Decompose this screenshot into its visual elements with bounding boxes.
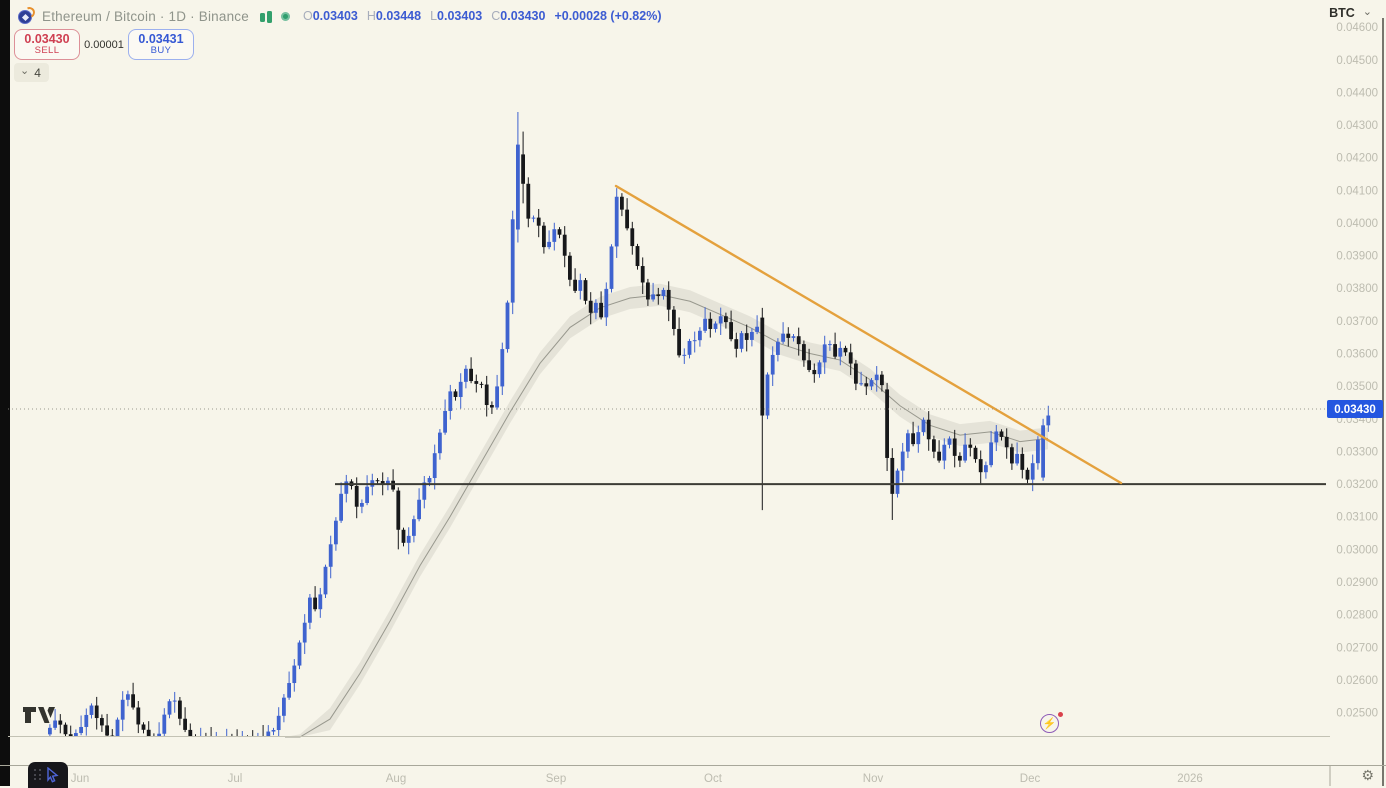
high-label: H [367,9,376,23]
notification-dot-icon [1058,712,1063,717]
price-axis-label: 0.03600 [1336,349,1378,361]
current-price-tag: 0.03430 [1327,400,1383,418]
market-status-dot-icon [281,12,290,21]
price-axis-label: 0.03500 [1336,381,1378,393]
price-axis-label: 0.02900 [1336,577,1378,589]
price-axis-label: 0.03700 [1336,316,1378,328]
chart-legend: Ethereum / Bitcoin · 1D · Binance O0.034… [18,6,661,26]
price-axis-label: 0.02800 [1336,610,1378,622]
chevron-down-icon: ⌄ [1363,5,1372,18]
symbol-title[interactable]: Ethereum / Bitcoin · 1D · Binance [42,9,249,24]
symbol-logo-icon [18,8,35,25]
candlestick-chart[interactable]: 0.04600 0.04500 0.04400 0.04300 0.04200 0.041… [0,0,1386,786]
time-axis-label: Oct [704,773,723,785]
price-axis-label: 0.02700 [1336,642,1378,654]
candlestick-series [48,112,1050,737]
current-price-tag-text: 0.03430 [1334,404,1376,416]
price-axis-label: 0.03200 [1336,479,1378,491]
currency-label: BTC [1329,6,1355,20]
ohlc-values: O0.03403 H0.03448 L0.03403 C0.03430 +0.0… [303,9,662,23]
change-value: +0.00028 (+0.82%) [554,9,661,23]
axis-currency-selector[interactable]: BTC ⌄ [1329,6,1372,20]
price-axis-label: 0.04300 [1336,120,1378,132]
price-axis-label: 0.03800 [1336,283,1378,295]
price-axis-label: 0.04500 [1336,55,1378,67]
high-value: 0.03448 [376,9,421,23]
open-label: O [303,9,313,23]
time-axis-label: 2026 [1177,773,1203,785]
cursor-tool-icon[interactable] [45,767,61,783]
price-axis-label: 0.03100 [1336,512,1378,524]
descending-trendline[interactable] [616,186,1121,483]
settings-gear-icon[interactable]: ⚙ [1361,767,1374,784]
low-label: L [430,9,437,23]
candles-style-icon[interactable] [260,10,272,23]
sell-label: SELL [35,46,60,56]
close-label: C [491,9,500,23]
time-axis-label: Sep [546,773,566,785]
open-value: 0.03403 [313,9,358,23]
price-axis[interactable]: 0.04600 0.04500 0.04400 0.04300 0.04200 0.041… [1336,22,1378,719]
trade-panel: 0.03430 SELL 0.00001 0.03431 BUY [14,29,194,60]
price-axis-label: 0.04100 [1336,185,1378,197]
chevron-down-icon: ⌄ [20,66,29,76]
price-axis-label: 0.02600 [1336,675,1378,687]
boost-flash-icon[interactable]: ⚡ [1038,712,1064,738]
floating-drawing-toolbar[interactable] [28,762,68,788]
price-axis-label: 0.04400 [1336,87,1378,99]
pill-count: 4 [34,66,41,80]
price-axis-label: 0.02500 [1336,708,1378,720]
drag-handle-icon[interactable] [34,769,42,781]
price-axis-label: 0.04000 [1336,218,1378,230]
tradingview-logo-icon[interactable] [22,703,56,727]
price-axis-label: 0.04200 [1336,153,1378,165]
time-axis-label: Jul [228,773,243,785]
time-axis-label: Nov [863,773,884,785]
buy-button[interactable]: 0.03431 BUY [128,29,194,60]
time-axis-label: Dec [1020,773,1041,785]
close-value: 0.03430 [500,9,545,23]
price-axis-label: 0.03900 [1336,251,1378,263]
time-axis-label: Aug [386,773,406,785]
low-value: 0.03403 [437,9,482,23]
price-axis-label: 0.03000 [1336,544,1378,556]
legend-collapse-pill[interactable]: ⌄ 4 [14,63,49,82]
buy-label: BUY [151,46,172,56]
time-axis[interactable]: Jun Jul Aug Sep Oct Nov Dec 2026 [71,773,1203,785]
sell-button[interactable]: 0.03430 SELL [14,29,80,60]
time-axis-label: Jun [71,773,90,785]
price-axis-label: 0.04600 [1336,22,1378,34]
spread-value: 0.00001 [80,39,128,51]
price-axis-label: 0.03300 [1336,446,1378,458]
